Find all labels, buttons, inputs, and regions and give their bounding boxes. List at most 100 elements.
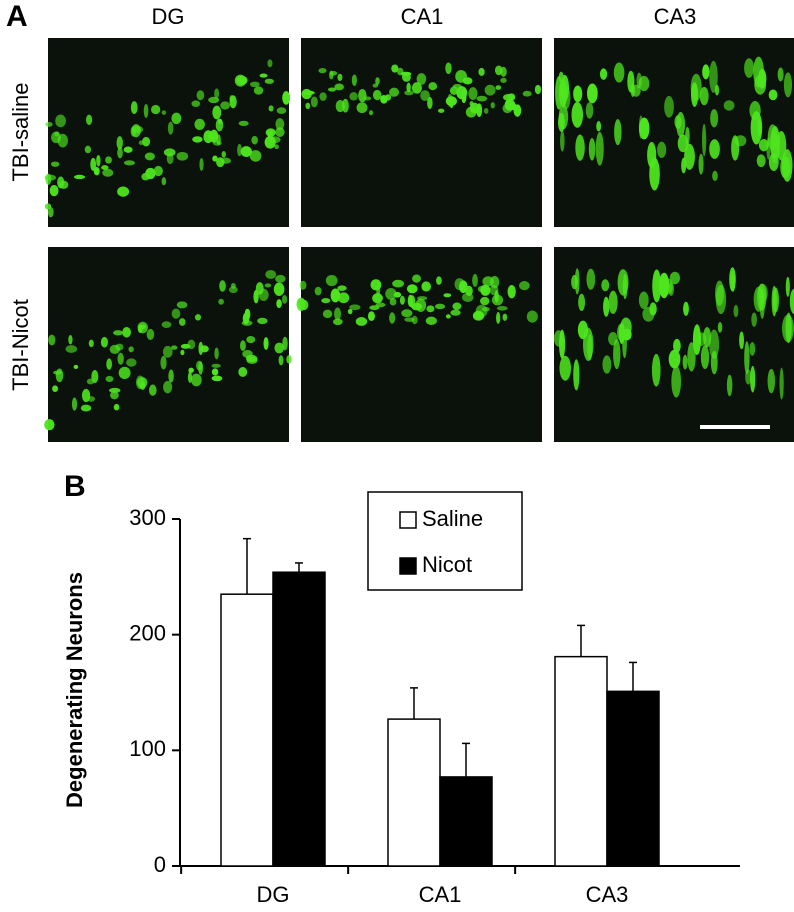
cell (751, 312, 757, 327)
cell (481, 306, 490, 312)
cell (47, 206, 54, 218)
column-label: CA3 (654, 4, 697, 29)
cell (49, 184, 59, 197)
cell (264, 78, 274, 84)
bar (220, 593, 274, 867)
cell (766, 137, 771, 160)
cell (389, 312, 396, 324)
cell (73, 364, 79, 370)
cell (246, 335, 256, 344)
cell (733, 304, 739, 318)
cell (178, 318, 186, 326)
cell (203, 130, 214, 144)
cell (192, 136, 203, 143)
cell (338, 292, 350, 304)
cell (758, 138, 769, 152)
cell (171, 308, 181, 319)
legend-label: Saline (422, 506, 483, 531)
cell (221, 151, 226, 158)
cell (211, 375, 223, 382)
cell (709, 139, 720, 159)
cell (138, 140, 144, 146)
cell (241, 320, 253, 326)
cell (50, 131, 62, 144)
cell (116, 136, 123, 150)
cell (73, 174, 86, 180)
cell (84, 145, 92, 154)
cell (416, 73, 427, 85)
cell (559, 329, 566, 359)
cell (268, 105, 274, 112)
cell (236, 75, 248, 85)
cell (59, 180, 69, 189)
cell (137, 321, 148, 334)
cell (484, 84, 496, 96)
cell (683, 301, 689, 316)
cell (526, 310, 538, 323)
cell (274, 144, 279, 150)
cell (351, 74, 357, 87)
cell (110, 390, 119, 400)
cell (731, 135, 740, 161)
cell (88, 339, 94, 348)
cell (108, 387, 121, 393)
cell (613, 62, 625, 83)
cell (673, 338, 681, 353)
cell (117, 147, 123, 159)
cell (322, 309, 333, 319)
cell (407, 294, 414, 307)
cell (325, 274, 338, 287)
cell (160, 355, 167, 370)
cell (347, 308, 353, 315)
cell (578, 293, 586, 312)
cell (327, 87, 337, 92)
cell (560, 130, 565, 152)
row-label: TBI-saline (8, 82, 33, 181)
cell (575, 134, 585, 161)
cell (214, 88, 220, 99)
cell (436, 276, 442, 285)
cell (281, 294, 288, 304)
cell (475, 311, 483, 320)
cell (595, 131, 604, 166)
cell (265, 269, 277, 279)
cell (267, 59, 273, 68)
bar (439, 776, 493, 867)
cell (483, 108, 489, 114)
cell (303, 90, 315, 95)
cell (456, 86, 468, 100)
cell (710, 350, 718, 375)
cell (768, 153, 779, 171)
cell (369, 305, 380, 311)
cell (756, 154, 766, 168)
cell (729, 267, 736, 292)
cell (534, 84, 542, 95)
cell (596, 121, 602, 132)
cell (253, 289, 259, 304)
cell (427, 96, 433, 110)
cell (299, 299, 309, 311)
y-tick-label: 0 (154, 852, 166, 877)
cell (171, 112, 182, 125)
cell (676, 111, 686, 138)
cell (349, 92, 358, 101)
cell (445, 314, 451, 319)
cell (368, 110, 374, 116)
cell (180, 343, 191, 349)
cell (275, 118, 285, 131)
cell (682, 354, 688, 370)
cell (559, 79, 568, 108)
cell (669, 271, 680, 285)
cell (229, 95, 237, 109)
legend-swatch (399, 511, 417, 529)
cell (428, 82, 438, 91)
cell (113, 330, 123, 336)
micrograph (301, 38, 542, 227)
cell (649, 157, 660, 191)
cell (789, 288, 794, 315)
cell (681, 157, 687, 174)
cell (777, 67, 784, 82)
micrograph (301, 247, 542, 442)
cell (496, 305, 508, 311)
cell (709, 329, 720, 359)
